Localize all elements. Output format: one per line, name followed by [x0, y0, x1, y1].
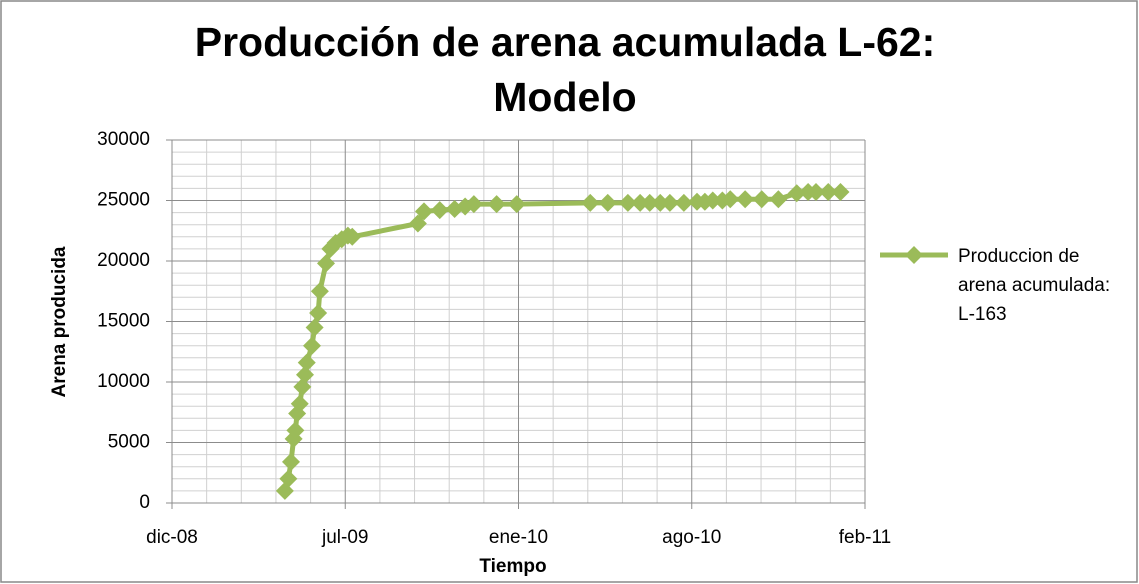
data-point	[297, 353, 316, 372]
data-point	[286, 421, 305, 440]
y-tick-label: 10000	[97, 371, 150, 392]
data-point	[660, 193, 679, 212]
x-tick-label: dic-08	[146, 527, 198, 548]
data-point	[408, 214, 427, 233]
data-point	[415, 202, 433, 221]
data-point	[279, 469, 298, 488]
data-point	[581, 193, 600, 212]
data-point	[598, 193, 617, 212]
data-point	[343, 227, 362, 246]
data-point	[309, 304, 328, 323]
x-tick-label: ene-10	[489, 527, 548, 548]
chart-title: Producción de arena acumulada L-62:	[195, 19, 935, 65]
x-tick-label: ago-10	[662, 527, 721, 548]
x-axis-label: Tiempo	[479, 556, 546, 577]
data-point	[310, 282, 329, 301]
data-point	[305, 318, 324, 337]
data-point	[703, 191, 722, 210]
data-point	[317, 254, 335, 273]
chart-title: Modelo	[493, 74, 636, 120]
data-point	[819, 183, 838, 202]
data-point	[831, 183, 850, 202]
data-point	[769, 190, 788, 209]
y-tick-label: 20000	[97, 250, 150, 271]
data-point	[651, 193, 670, 212]
data-point	[721, 190, 740, 209]
data-point	[752, 190, 771, 209]
data-point	[631, 193, 650, 212]
data-point	[787, 184, 806, 203]
data-point	[296, 365, 314, 384]
y-axis-label: Arena producida	[49, 246, 70, 397]
data-point	[303, 336, 321, 355]
data-point	[282, 452, 300, 471]
y-tick-label: 15000	[97, 311, 150, 332]
data-point	[674, 193, 693, 212]
data-point	[736, 190, 755, 209]
y-tick-label: 30000	[97, 129, 150, 150]
y-tick-label: 0	[139, 492, 150, 513]
data-point	[487, 195, 506, 214]
x-tick-label: feb-11	[839, 527, 891, 548]
data-point	[290, 394, 309, 413]
data-point	[430, 201, 449, 220]
legend-swatch	[905, 246, 923, 264]
data-point	[640, 193, 659, 212]
data-point	[618, 193, 637, 212]
data-point	[464, 195, 483, 214]
legend-label: Produccion de arena acumulada: L-163	[958, 246, 1111, 325]
data-point	[807, 183, 825, 202]
y-tick-label: 25000	[97, 190, 150, 211]
x-tick-label: jul-09	[321, 527, 368, 548]
data-point	[507, 195, 526, 214]
y-tick-label: 5000	[108, 432, 150, 453]
data-point	[293, 377, 312, 396]
